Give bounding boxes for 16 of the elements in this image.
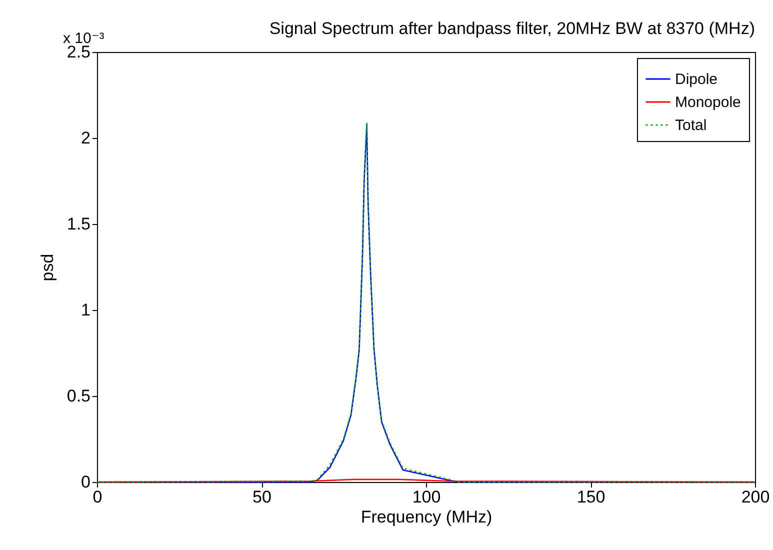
y-tick-label: 0.5	[66, 386, 90, 406]
y-axis-title: psd	[38, 254, 57, 282]
y-tick-label: 0	[81, 472, 90, 492]
y-tick-label: 1.5	[66, 214, 90, 234]
x-tick-label: 150	[576, 488, 606, 506]
x-axis-title: Frequency (MHz)	[360, 508, 492, 526]
chart-title: Signal Spectrum after bandpass filter, 20MHz BW at 8370 (MHz)	[269, 19, 755, 38]
legend-label: Dipole	[675, 71, 718, 88]
x-tick-label: 50	[252, 488, 272, 506]
x-tick-label: 100	[412, 488, 441, 506]
y-tick-label: 2	[81, 128, 90, 148]
x-tick-label: 200	[741, 488, 770, 506]
legend-label: Total	[675, 117, 707, 134]
legend-label: Monopole	[675, 94, 741, 111]
x-tick-label: 0	[92, 488, 102, 506]
y-tick-label: 1	[81, 300, 90, 320]
